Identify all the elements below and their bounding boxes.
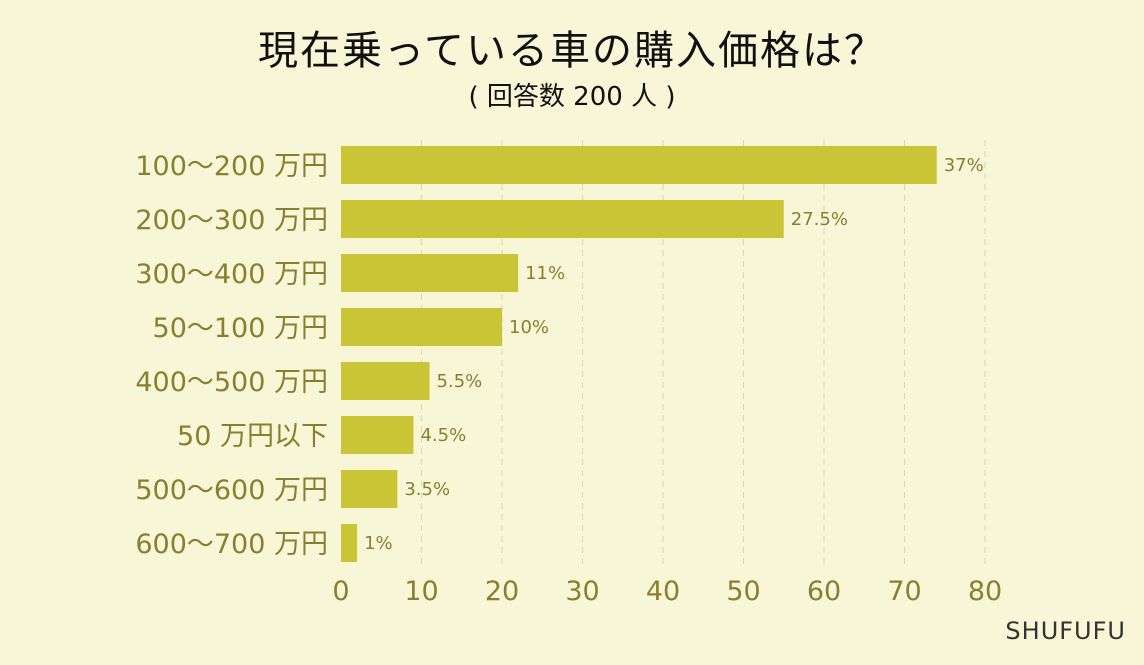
value-label: 1% <box>364 533 393 554</box>
bar <box>341 254 519 292</box>
bar <box>341 200 784 238</box>
x-tick-label: 30 <box>565 576 599 607</box>
x-tick-label: 0 <box>332 576 349 607</box>
value-label: 4.5% <box>420 425 466 446</box>
x-tick-label: 40 <box>646 576 680 607</box>
category-label: 500～600 万円 <box>135 475 328 506</box>
bar <box>341 146 937 184</box>
x-tick-label: 20 <box>485 576 519 607</box>
x-tick-label: 70 <box>887 576 921 607</box>
x-tick-label: 50 <box>726 576 760 607</box>
category-label: 300～400 万円 <box>135 259 328 290</box>
x-tick-label: 10 <box>404 576 438 607</box>
bar <box>341 524 358 562</box>
value-label: 3.5% <box>404 479 450 500</box>
bar <box>341 470 398 508</box>
category-label: 50～100 万円 <box>153 313 328 344</box>
chart-title: 現在乗っている車の購入価格は？ <box>258 28 886 74</box>
brand-logo: SHUFUFU <box>1005 617 1126 645</box>
bar <box>341 362 430 400</box>
value-label: 5.5% <box>437 371 483 392</box>
category-label: 50 万円以下 <box>177 421 328 452</box>
x-tick-label: 60 <box>807 576 841 607</box>
category-label: 100～200 万円 <box>135 151 328 182</box>
category-label: 400～500 万円 <box>135 367 328 398</box>
chart-subtitle: ( 回答数 200 人 ) <box>468 82 676 112</box>
bar <box>341 416 414 454</box>
value-label: 27.5% <box>791 209 848 230</box>
x-tick-label: 80 <box>968 576 1002 607</box>
bar <box>341 308 502 346</box>
category-label: 200～300 万円 <box>135 205 328 236</box>
value-label: 10% <box>509 317 549 338</box>
value-label: 11% <box>525 263 565 284</box>
category-label: 600～700 万円 <box>135 529 328 560</box>
value-label: 37% <box>944 155 984 176</box>
